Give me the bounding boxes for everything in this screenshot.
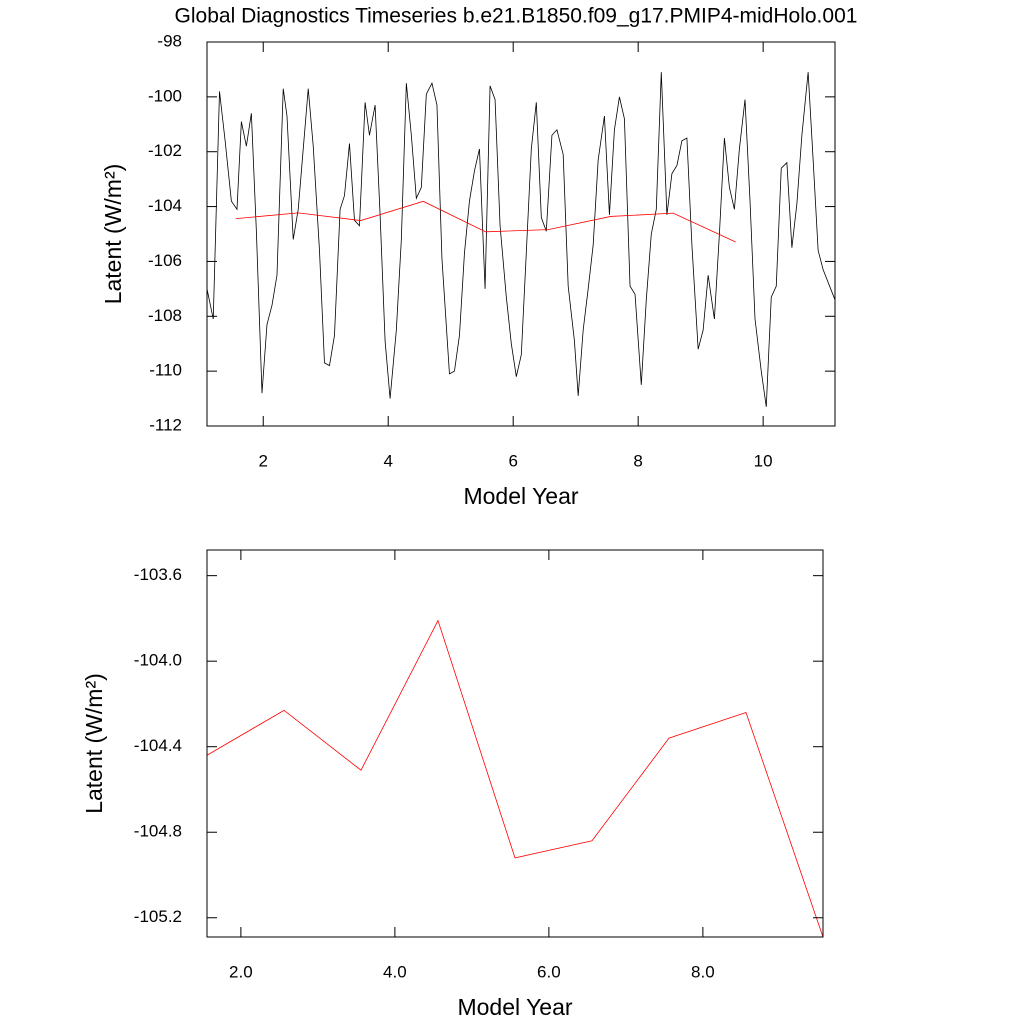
y-axis-label: Latent (W/m²) <box>81 673 107 814</box>
y-tick-label: -103.6 <box>134 565 182 584</box>
plot-frame <box>206 41 836 427</box>
x-axis-label: Model Year <box>463 483 578 509</box>
x-tick-label: 6 <box>508 451 517 470</box>
y-tick-label: -100 <box>148 86 182 105</box>
x-tick-label: 8 <box>633 451 642 470</box>
y-tick-label: -106 <box>148 251 182 270</box>
y-tick-label: -104.0 <box>134 651 182 670</box>
x-tick-label: 4.0 <box>383 962 407 981</box>
x-tick-label: 8.0 <box>691 962 715 981</box>
x-tick-label: 10 <box>754 451 773 470</box>
y-tick-label: -104.8 <box>134 822 182 841</box>
y-axis-label: Latent (W/m²) <box>100 164 126 305</box>
x-tick-label: 2 <box>259 451 268 470</box>
data-line <box>206 619 824 938</box>
y-tick-label: -104.4 <box>134 736 182 755</box>
y-tick-label: -105.2 <box>134 907 182 926</box>
y-tick-label: -104 <box>148 196 182 215</box>
data-line <box>206 72 836 407</box>
y-tick-label: -98 <box>157 31 182 50</box>
y-tick-label: -110 <box>149 361 182 380</box>
chart-title: Global Diagnostics Timeseries b.e21.B185… <box>175 5 858 28</box>
y-tick-label: -108 <box>148 306 182 325</box>
x-axis-label: Model Year <box>457 994 572 1020</box>
x-tick-label: 6.0 <box>537 962 561 981</box>
y-tick-label: -102 <box>148 141 182 160</box>
y-tick-label: -112 <box>149 415 182 434</box>
plot-frame <box>206 549 824 938</box>
x-tick-label: 4 <box>383 451 392 470</box>
x-tick-label: 2.0 <box>229 962 253 981</box>
data-line <box>235 200 736 243</box>
